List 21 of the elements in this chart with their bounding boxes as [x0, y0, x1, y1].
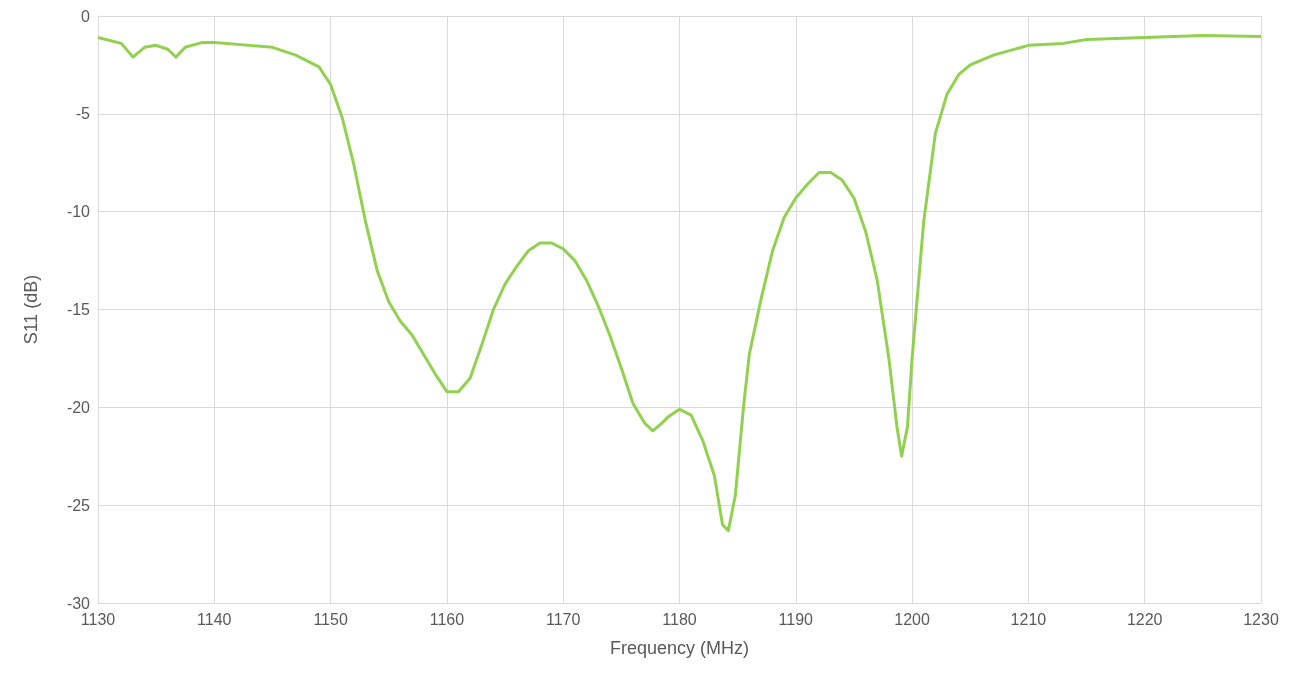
x-tick-label: 1220: [1126, 610, 1163, 628]
y-tick-label: -5: [75, 105, 91, 123]
x-tick-label: 1170: [546, 610, 581, 628]
x-tick-label: 1200: [894, 610, 930, 628]
x-tick-label: 1160: [429, 610, 465, 628]
x-tick-label: 1230: [1243, 610, 1279, 628]
y-axis-title: S11 (dB): [21, 274, 41, 345]
x-tick-label: 1180: [662, 610, 697, 628]
x-tick-label: 1210: [1010, 610, 1047, 628]
line-series: [96, 34, 1263, 533]
x-tick-label: 1190: [778, 610, 814, 628]
x-tick-label: 1140: [197, 610, 232, 628]
x-tick-label: 1130: [80, 610, 116, 628]
x-tick-label: 1150: [313, 610, 348, 628]
y-tick-label: -20: [66, 398, 91, 416]
x-axis-title: Frequency (MHz): [609, 638, 750, 658]
y-tick-label: -10: [66, 203, 91, 221]
y-tick-label: -30: [66, 594, 91, 612]
y-tick-label: -15: [66, 301, 91, 318]
y-tick-label: 0: [81, 7, 91, 25]
y-tick-label: -25: [66, 496, 91, 514]
